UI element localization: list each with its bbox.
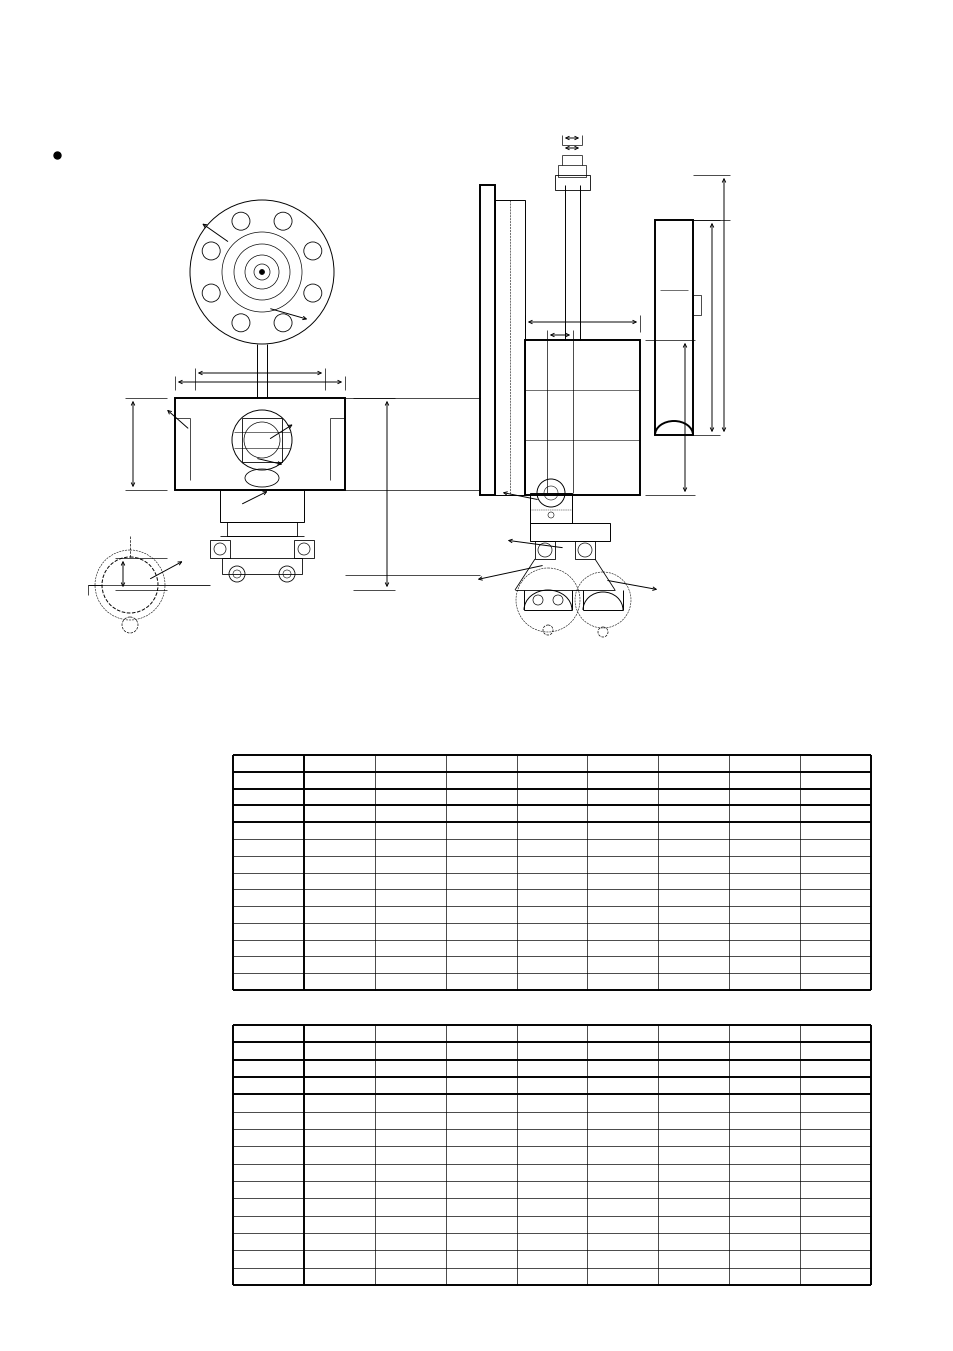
Bar [210,540,230,558]
Circle shape [259,269,264,274]
Bar [495,200,524,494]
Bar [479,185,495,494]
Bar [174,399,345,490]
Bar [555,176,589,190]
Bar [220,490,304,521]
Bar [222,558,302,574]
Bar [692,295,700,315]
Bar [655,220,692,435]
Bar [558,165,585,177]
Bar [530,523,609,540]
Bar [242,417,282,462]
Bar [524,340,639,494]
Bar [227,521,296,536]
Bar [575,540,595,559]
Bar [530,493,572,523]
Bar [535,540,555,559]
Bar [294,540,314,558]
